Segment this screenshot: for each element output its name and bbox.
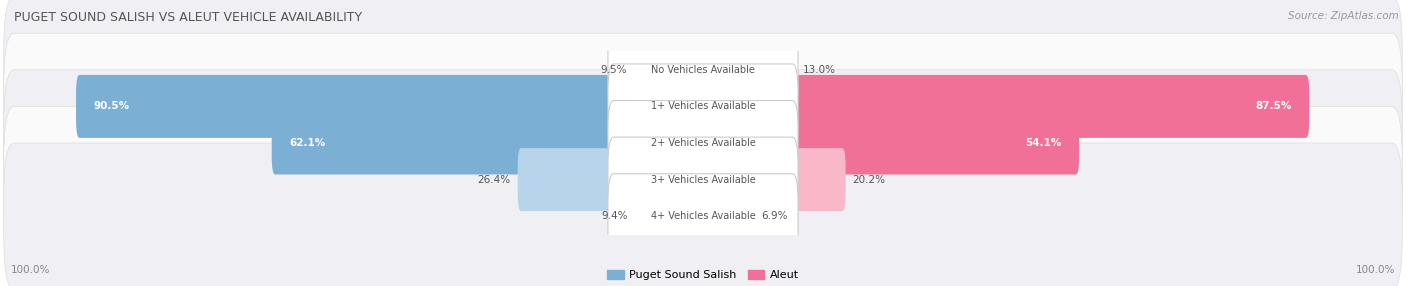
Text: 9.5%: 9.5% xyxy=(600,65,627,75)
FancyBboxPatch shape xyxy=(4,106,1402,253)
Text: 9.4%: 9.4% xyxy=(602,211,628,221)
Text: 13.0%: 13.0% xyxy=(803,65,837,75)
FancyBboxPatch shape xyxy=(4,143,1402,286)
FancyBboxPatch shape xyxy=(271,112,610,174)
FancyBboxPatch shape xyxy=(517,148,610,211)
Text: 100.0%: 100.0% xyxy=(1355,265,1395,275)
Text: 6.9%: 6.9% xyxy=(761,211,787,221)
Text: 87.5%: 87.5% xyxy=(1256,102,1292,111)
Legend: Puget Sound Salish, Aleut: Puget Sound Salish, Aleut xyxy=(607,270,799,281)
FancyBboxPatch shape xyxy=(796,148,845,211)
FancyBboxPatch shape xyxy=(607,101,799,185)
Text: 1+ Vehicles Available: 1+ Vehicles Available xyxy=(651,102,755,111)
Text: 20.2%: 20.2% xyxy=(852,175,886,184)
FancyBboxPatch shape xyxy=(607,27,799,112)
Text: 100.0%: 100.0% xyxy=(11,265,51,275)
Text: 3+ Vehicles Available: 3+ Vehicles Available xyxy=(651,175,755,184)
Text: 26.4%: 26.4% xyxy=(478,175,510,184)
FancyBboxPatch shape xyxy=(76,75,610,138)
FancyBboxPatch shape xyxy=(4,70,1402,216)
Text: PUGET SOUND SALISH VS ALEUT VEHICLE AVAILABILITY: PUGET SOUND SALISH VS ALEUT VEHICLE AVAI… xyxy=(14,11,363,24)
Text: 62.1%: 62.1% xyxy=(290,138,325,148)
FancyBboxPatch shape xyxy=(4,0,1402,143)
Text: Source: ZipAtlas.com: Source: ZipAtlas.com xyxy=(1288,11,1399,21)
FancyBboxPatch shape xyxy=(796,112,1080,174)
Text: 90.5%: 90.5% xyxy=(93,102,129,111)
FancyBboxPatch shape xyxy=(4,33,1402,180)
FancyBboxPatch shape xyxy=(796,75,1309,138)
FancyBboxPatch shape xyxy=(607,64,799,149)
Text: 4+ Vehicles Available: 4+ Vehicles Available xyxy=(651,211,755,221)
Text: 54.1%: 54.1% xyxy=(1025,138,1062,148)
FancyBboxPatch shape xyxy=(607,137,799,222)
FancyBboxPatch shape xyxy=(607,174,799,259)
Text: 2+ Vehicles Available: 2+ Vehicles Available xyxy=(651,138,755,148)
Text: No Vehicles Available: No Vehicles Available xyxy=(651,65,755,75)
